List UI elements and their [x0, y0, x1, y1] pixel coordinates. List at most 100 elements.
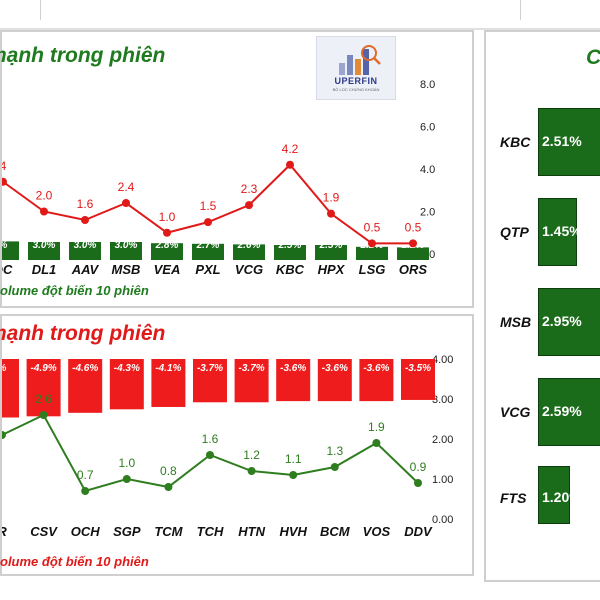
y2-tick-label: 6.0 [420, 122, 435, 134]
bar-value-label: -4.3% [114, 363, 140, 374]
line-value-label: 1.0 [159, 210, 176, 224]
line-value-label: 1.2 [243, 448, 260, 462]
y2-tick-label: 2.0 [420, 207, 435, 219]
y2-tick-label: 0.00 [432, 514, 453, 526]
right-bar-category: FTS [500, 490, 527, 506]
bar [2, 359, 19, 418]
right-bar-category: MSB [500, 314, 532, 330]
bar [274, 245, 306, 260]
category-label: VOS [363, 524, 391, 539]
bar [359, 359, 394, 402]
top-chart-note: olume đột biến 10 phiên [0, 283, 149, 298]
bottom-chart-plot: 4.00 3.00 2.00 1.00 0.00% R -4.9% CSV -4.6% OCH -4… [2, 354, 453, 539]
category-label: HVH [279, 524, 307, 539]
line-point [368, 239, 376, 248]
category-label: CSV [30, 524, 58, 539]
bar-value-label: 3.0% [74, 240, 97, 251]
category-label: DDV [404, 524, 433, 539]
bottom-chart-title: mạnh trong phiên [0, 322, 166, 345]
bar [109, 359, 144, 410]
bar [28, 242, 60, 260]
line-point [2, 177, 7, 186]
right-bar-row: KBC 2.51% [486, 108, 600, 178]
line-value-label: 4.2 [282, 142, 299, 156]
line-value-label: 0.5 [405, 220, 422, 234]
top-chart-plot: 8.06.04.02.00.0%DC3.0%DL13.0%AAV3.0%MSB2… [2, 79, 435, 277]
line-point [163, 228, 171, 237]
logo-subtitle: BỘ LỌC CHỨNG KHOÁN [332, 87, 380, 92]
bar-value-label: 2.7% [196, 240, 220, 251]
bar [356, 246, 388, 260]
y2-tick-label: 1.00 [432, 474, 453, 486]
line-value-label: 1.9 [323, 191, 340, 205]
bar-value-label: -3.6% [363, 363, 389, 374]
line-point [286, 160, 294, 169]
line-point [122, 475, 131, 483]
bar [233, 244, 265, 260]
top-chart-panel: mạnh trong phiên UPERFIN BỘ LỌC CHỨNG KH… [0, 30, 474, 308]
right-bar [538, 198, 578, 266]
line-value-label: 1.6 [77, 197, 94, 211]
line-value-label: 1.3 [326, 444, 343, 458]
category-label: AAV [71, 262, 100, 277]
bar-value-label: 2.6% [237, 240, 261, 251]
bar-value-label: -4.9% [31, 363, 57, 374]
bar [401, 359, 435, 400]
bar [234, 359, 269, 403]
line-value-label: 2.3 [241, 182, 258, 196]
bar-value-label: -3.5% [405, 363, 431, 374]
line-value-label: 1.6 [202, 432, 219, 446]
category-label: OCH [71, 524, 101, 539]
y2-tick-label: 3.00 [432, 394, 453, 406]
line-point [122, 199, 130, 207]
category-label: TCH [197, 524, 224, 539]
category-label: SGP [113, 524, 141, 539]
bar-value-label: -4.6% [72, 363, 98, 374]
bar [151, 359, 186, 407]
category-label: KBC [276, 262, 305, 277]
bar-value-label: % [2, 363, 7, 374]
category-label: MSB [112, 262, 141, 277]
bar [2, 241, 19, 260]
bar [26, 359, 61, 417]
category-label: BCM [320, 524, 351, 539]
right-bar [538, 288, 600, 356]
right-bar [538, 378, 600, 446]
line-value-label: 4 [2, 159, 7, 173]
right-bar-category: VCG [500, 404, 531, 420]
right-bar-value: 2.59% [542, 403, 582, 419]
y2-tick-label: 4.0 [420, 164, 435, 176]
bar-value-label: 2.5% [278, 240, 302, 251]
right-chart-title: Co [586, 46, 600, 69]
bar-value-label: -4.1% [155, 363, 181, 374]
logo-brand: UPERFIN [334, 76, 378, 86]
right-bar-row: FTS 1.20% [486, 464, 600, 534]
right-bar [538, 108, 600, 176]
right-bar-row: VCG 2.59% [486, 378, 600, 448]
line-value-label: 0.8 [160, 464, 177, 478]
line-point [372, 439, 381, 447]
line-point [81, 216, 89, 224]
right-bar-value: 1.45% [542, 223, 582, 239]
line-value-label: 1.1 [285, 452, 302, 466]
line-point [289, 471, 298, 479]
bar [151, 243, 183, 260]
category-label: TCM [154, 524, 183, 539]
bar [68, 359, 103, 413]
category-label: LSG [359, 262, 386, 277]
right-bar-row: MSB 2.95% [486, 288, 600, 358]
line-point [164, 483, 173, 491]
line-value-label: 1.0 [118, 456, 135, 470]
right-bar-value: 2.51% [542, 133, 582, 149]
line-point [409, 239, 417, 248]
line-value-label: 0.9 [410, 460, 427, 474]
bar [315, 245, 347, 260]
bar [317, 359, 352, 402]
bottom-chart-panel: mạnh trong phiên 4.00 3.00 2.00 1.00 0.00% R -… [0, 314, 474, 576]
bar-value-label: -3.7% [239, 363, 265, 374]
bar-value-label: -3.6% [280, 363, 306, 374]
category-label: PXL [195, 262, 220, 277]
bar-value-label: % [2, 240, 8, 251]
right-bar [538, 466, 571, 524]
right-bar-row: QTP 1.45% [486, 198, 600, 268]
